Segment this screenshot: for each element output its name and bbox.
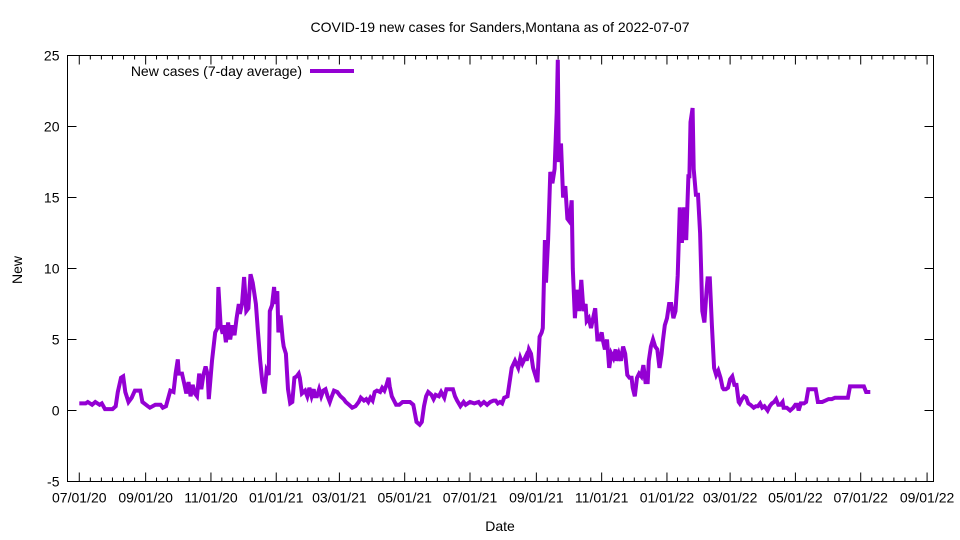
x-tick-label: 01/01/21: [249, 490, 304, 506]
legend: New cases (7-day average): [131, 63, 354, 79]
axes: -5 0 5 10 15 20 25 07/01/20 09/01/20 11/01/20 01/0…: [44, 48, 955, 506]
chart-title: COVID-19 new cases for Sanders,Montana a…: [311, 19, 690, 35]
x-tick-label: 11/01/20: [184, 490, 238, 506]
x-axis-label: Date: [485, 518, 515, 534]
plot-border: [67, 55, 934, 482]
x-tick-label: 11/01/21: [575, 490, 629, 506]
x-tick-label: 09/01/20: [118, 490, 173, 506]
x-tick-label: 03/01/21: [312, 490, 367, 506]
x-tick-label: 03/01/22: [703, 490, 758, 506]
x-tick-label: 07/01/21: [443, 490, 498, 506]
x-tick-label: 07/01/20: [52, 490, 107, 506]
x-tick-label: 05/01/21: [377, 490, 432, 506]
y-tick-label: 15: [44, 190, 60, 206]
y-axis-label: New: [9, 255, 25, 284]
y-tick-label: 20: [44, 119, 60, 135]
x-tick-label: 09/01/21: [509, 490, 564, 506]
x-tick-label: 09/01/22: [900, 490, 955, 506]
y-tick-label: 25: [44, 48, 60, 64]
x-tick-label: 01/01/22: [640, 490, 695, 506]
series-line-0: [79, 59, 871, 428]
x-tick-label: 07/01/22: [833, 490, 888, 506]
y-tick-label: -5: [47, 474, 60, 490]
series-group: [79, 59, 871, 428]
x-tick-label: 05/01/22: [768, 490, 823, 506]
legend-label: New cases (7-day average): [131, 63, 302, 79]
y-tick-label: 10: [44, 261, 60, 277]
y-tick-label: 5: [52, 332, 60, 348]
y-tick-label: 0: [52, 403, 60, 419]
